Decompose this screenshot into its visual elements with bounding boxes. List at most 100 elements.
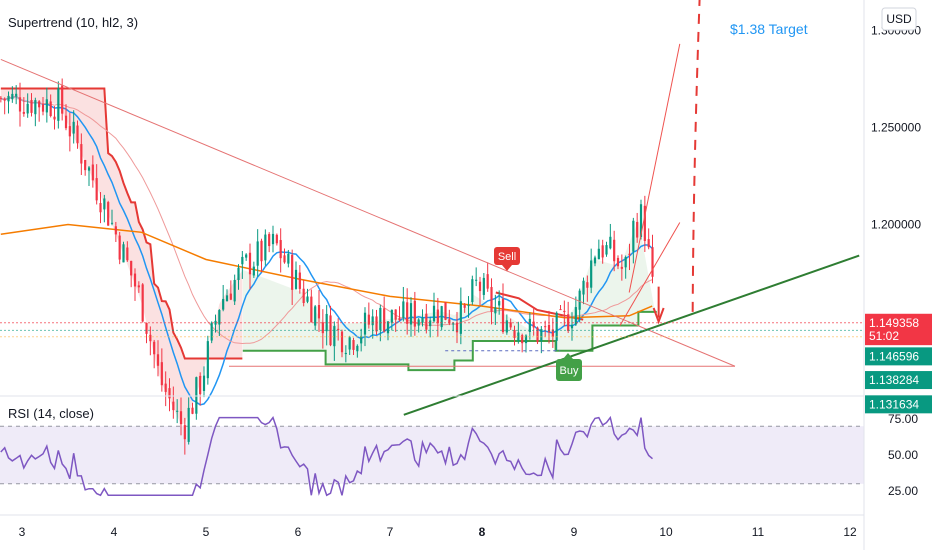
candle-body: [486, 274, 489, 289]
candle-body: [114, 226, 117, 235]
candle-body: [340, 331, 344, 353]
candle-body: [555, 312, 558, 341]
uptrend-line: [403, 254, 860, 416]
candle-body: [68, 126, 71, 137]
time-tick-label: 6: [295, 525, 302, 539]
supertrend-indicator-label[interactable]: Supertrend (10, hl2, 3): [8, 15, 138, 30]
price-tag-label: 51:02: [869, 329, 899, 343]
price-tag-label: 1.131634: [869, 397, 919, 411]
currency-label: USD: [886, 12, 912, 26]
candle-body: [524, 335, 528, 344]
candle-body: [463, 305, 466, 308]
candle-body: [528, 318, 531, 332]
candle-body: [218, 310, 221, 325]
candle-body: [498, 301, 501, 306]
candle-body: [149, 334, 152, 342]
candle-body: [628, 253, 631, 256]
candle-body: [137, 285, 140, 288]
supertrend-down-line: [0, 87, 243, 360]
candle-body: [559, 309, 562, 311]
candle-body: [632, 220, 635, 252]
candle-body: [268, 234, 271, 247]
candle-body: [245, 254, 248, 258]
candle-body: [459, 301, 462, 334]
candle-body: [647, 239, 650, 248]
fast-moving-average: [0, 95, 654, 406]
candle-body: [199, 375, 202, 395]
candle-body: [467, 305, 470, 307]
candle-body: [118, 235, 121, 260]
candle-body: [455, 322, 459, 333]
candle-body: [367, 314, 370, 325]
candle-body: [352, 340, 355, 350]
time-tick-label: 8: [479, 525, 486, 539]
candle-body: [264, 234, 267, 261]
candle-body: [72, 121, 75, 134]
candle-body: [586, 282, 589, 288]
currency-box[interactable]: [881, 7, 917, 31]
rsi-tick-label: 75.00: [888, 412, 918, 426]
downtrend-line: [0, 58, 736, 367]
candle-body: [87, 167, 91, 171]
candle-body: [406, 302, 409, 324]
candle-body: [536, 327, 539, 343]
time-tick-label: 5: [203, 525, 210, 539]
price-tick-label: 1.200000: [871, 218, 921, 232]
candle-body: [256, 241, 259, 266]
candle-body: [80, 144, 83, 164]
candle-body: [478, 281, 482, 292]
candle-body: [452, 323, 455, 325]
candle-body: [233, 279, 236, 302]
candle-body: [398, 318, 401, 321]
candle-body: [643, 205, 646, 241]
candle-body: [252, 266, 255, 276]
candle-body: [110, 222, 114, 224]
candle-body: [321, 322, 324, 334]
candle-body: [609, 236, 612, 249]
candle-body: [639, 204, 643, 238]
candle-body: [26, 103, 29, 114]
candle-body: [53, 116, 56, 120]
candle-body: [429, 320, 432, 327]
candle-body: [153, 341, 156, 355]
candle-body: [38, 101, 41, 108]
candle-body: [187, 407, 190, 442]
candle-body: [107, 202, 110, 226]
price-tag-label: 1.149358: [869, 316, 919, 330]
candle-body: [145, 323, 148, 334]
candle-body: [375, 316, 378, 332]
candle-body: [172, 401, 175, 411]
candle-body: [421, 317, 424, 323]
candle-body: [482, 277, 485, 295]
candle-body: [22, 111, 25, 114]
candle-body: [164, 383, 167, 392]
rsi-tick-label: 25.00: [888, 484, 918, 498]
candle-body: [45, 99, 48, 113]
candle-body: [168, 388, 171, 399]
candle-body: [413, 300, 416, 327]
candle-body: [409, 303, 413, 325]
candle-body: [302, 288, 305, 304]
projection-ray-upper: [628, 43, 681, 293]
candle-body: [613, 239, 616, 262]
candle-body: [191, 407, 194, 414]
candle-body: [544, 326, 547, 328]
time-tick-label: 11: [752, 525, 765, 539]
candle-body: [383, 308, 386, 332]
candle-body: [206, 341, 209, 379]
candle-body: [279, 240, 282, 259]
candle-body: [356, 345, 359, 352]
candle-body: [317, 305, 321, 319]
candle-body: [540, 329, 543, 341]
buy-label: Buy: [560, 365, 579, 377]
candle-body: [563, 310, 566, 313]
candle-body: [225, 295, 229, 302]
target-label: $1.38 Target: [730, 21, 808, 37]
candle-body: [95, 178, 98, 201]
candle-body: [363, 312, 367, 335]
rsi-indicator-label[interactable]: RSI (14, close): [8, 406, 94, 421]
time-tick-label: 3: [19, 525, 26, 539]
candle-body: [275, 234, 278, 244]
candle-body: [547, 324, 551, 333]
